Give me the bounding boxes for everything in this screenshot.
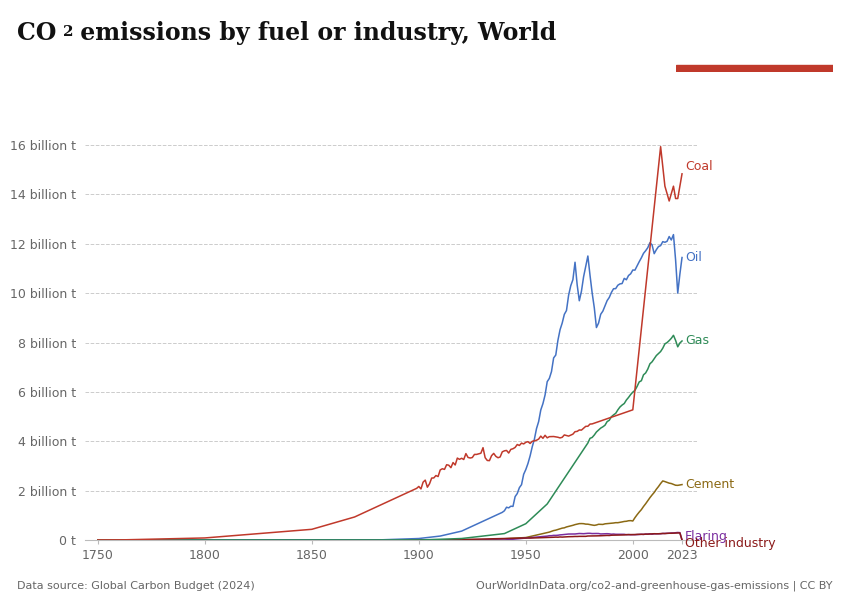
Text: Coal: Coal [685,160,713,173]
Text: Cement: Cement [685,478,734,491]
Text: OurWorldInData.org/co2-and-greenhouse-gas-emissions | CC BY: OurWorldInData.org/co2-and-greenhouse-ga… [477,581,833,591]
Text: Our World: Our World [721,25,788,37]
Text: Data source: Global Carbon Budget (2024): Data source: Global Carbon Budget (2024) [17,581,255,591]
Text: in Data: in Data [730,43,779,56]
Bar [676,65,833,72]
Text: Gas: Gas [685,334,709,347]
Text: emissions by fuel or industry, World: emissions by fuel or industry, World [72,21,557,45]
Text: CO: CO [17,21,56,45]
Text: 2: 2 [63,25,73,39]
Text: Flaring: Flaring [685,530,728,543]
Text: Oil: Oil [685,251,702,264]
Text: Other industry: Other industry [685,537,776,550]
